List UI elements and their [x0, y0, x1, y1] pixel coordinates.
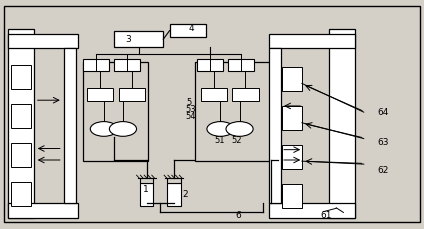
Circle shape [109, 122, 137, 137]
Circle shape [90, 122, 117, 137]
Bar [269, 203, 355, 218]
Bar [282, 184, 302, 208]
Bar [140, 183, 153, 206]
Bar [269, 49, 281, 203]
Bar [282, 145, 302, 169]
Bar [228, 60, 254, 72]
Bar [167, 183, 181, 206]
Circle shape [207, 122, 234, 137]
Bar [83, 63, 148, 161]
Bar [329, 30, 355, 218]
Bar [114, 32, 163, 48]
Text: 1: 1 [143, 184, 149, 194]
Bar [201, 89, 227, 102]
Text: 51: 51 [214, 135, 225, 144]
Bar [8, 34, 78, 49]
Bar [64, 49, 76, 203]
Text: 62: 62 [377, 165, 389, 174]
Bar [8, 30, 82, 218]
Bar [11, 182, 31, 206]
Text: 3: 3 [125, 34, 131, 44]
Text: 54: 54 [185, 111, 196, 120]
Circle shape [226, 122, 253, 137]
Bar [282, 68, 302, 92]
Text: 63: 63 [377, 137, 389, 147]
Bar [11, 104, 31, 128]
Bar [8, 30, 34, 218]
Text: 64: 64 [377, 108, 389, 117]
Bar [11, 65, 31, 89]
Bar [170, 25, 206, 38]
Bar [140, 178, 153, 183]
Bar [282, 106, 302, 131]
Text: 53: 53 [185, 104, 196, 113]
Text: 5: 5 [187, 97, 192, 106]
Bar [197, 60, 223, 72]
Bar [167, 178, 181, 183]
Text: 52: 52 [231, 135, 242, 144]
Text: 4: 4 [189, 24, 194, 33]
Text: 2: 2 [182, 189, 188, 198]
Bar [114, 60, 140, 72]
Bar [195, 63, 278, 161]
Bar [87, 89, 113, 102]
Bar [8, 203, 78, 218]
Bar [269, 34, 355, 49]
Text: 61: 61 [320, 210, 332, 219]
Bar [232, 89, 259, 102]
Bar [11, 143, 31, 167]
Bar [119, 89, 145, 102]
Bar [83, 60, 109, 72]
Text: 6: 6 [235, 210, 241, 219]
